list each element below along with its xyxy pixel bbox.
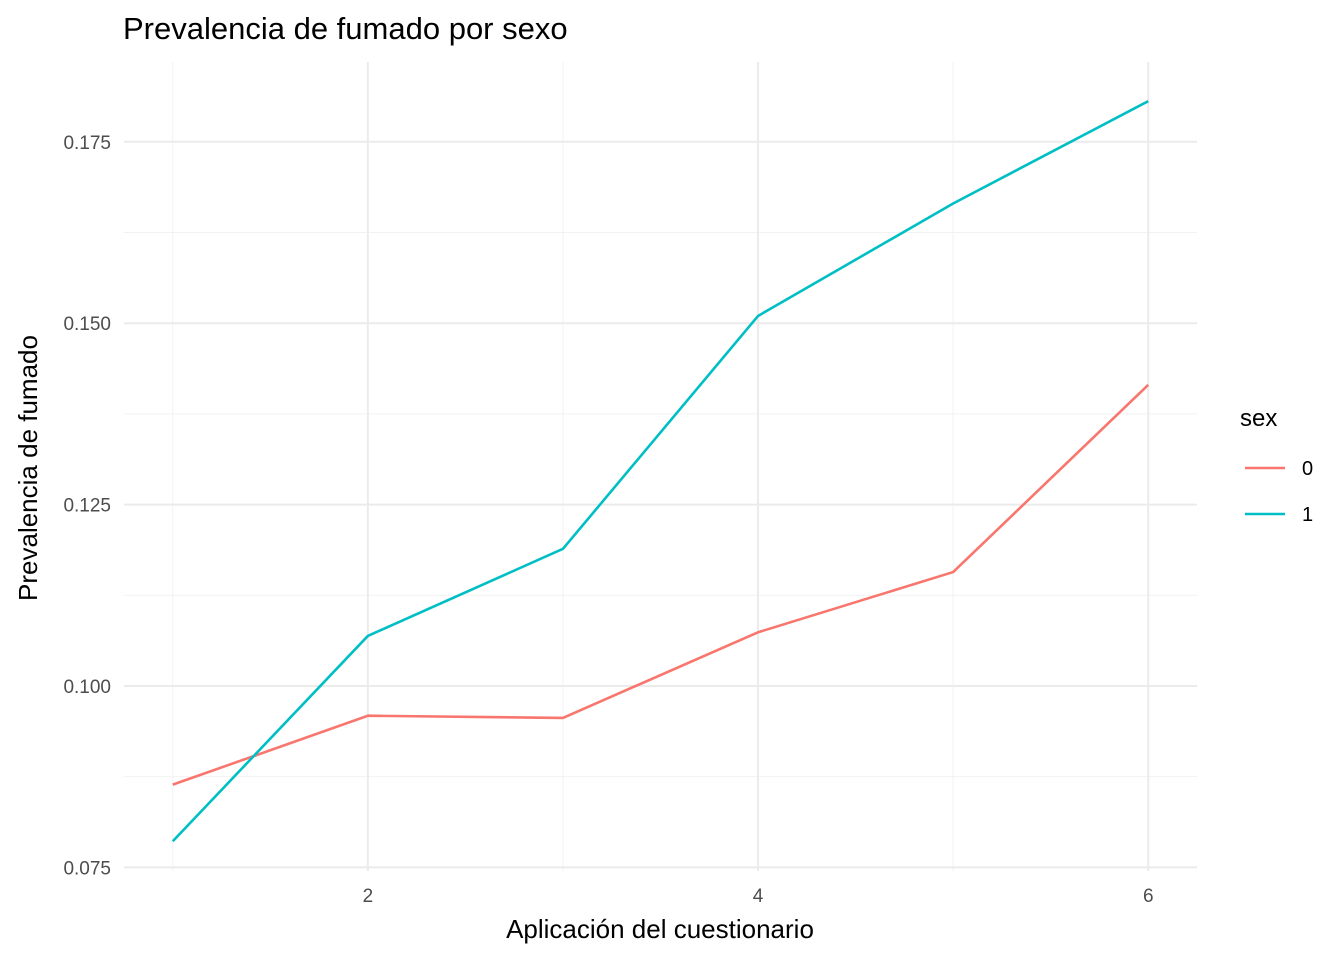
y-tick-label: 0.100 [63,677,111,698]
y-axis-ticks: 0.075 0.100 0.125 0.150 0.175 [63,133,111,880]
y-tick-label: 0.175 [63,133,111,154]
x-tick-label: 6 [1143,886,1154,907]
y-tick-label: 0.150 [63,314,111,335]
legend-title: sex [1240,405,1277,432]
legend-label-0: 0 [1302,458,1313,480]
legend-item-1: 1 [1245,504,1313,526]
legend-label-1: 1 [1302,504,1313,526]
x-axis-ticks: 2 4 6 [363,886,1154,907]
series-line-0 [172,383,1150,786]
gridlines [124,62,1197,871]
y-tick-label: 0.075 [63,858,111,879]
x-tick-label: 4 [753,886,764,907]
x-axis-title: Aplicación del cuestionario [506,914,814,944]
legend-item-0: 0 [1245,458,1313,480]
chart-title: Prevalencia de fumado por sexo [123,11,568,46]
legend: sex 01 [1240,405,1313,526]
x-tick-label: 2 [363,886,374,907]
series-lines [171,100,1150,843]
series-line-1 [171,100,1149,843]
y-axis-title: Prevalencia de fumado [13,335,43,601]
legend-items: 01 [1245,458,1313,526]
y-tick-label: 0.125 [63,496,111,517]
